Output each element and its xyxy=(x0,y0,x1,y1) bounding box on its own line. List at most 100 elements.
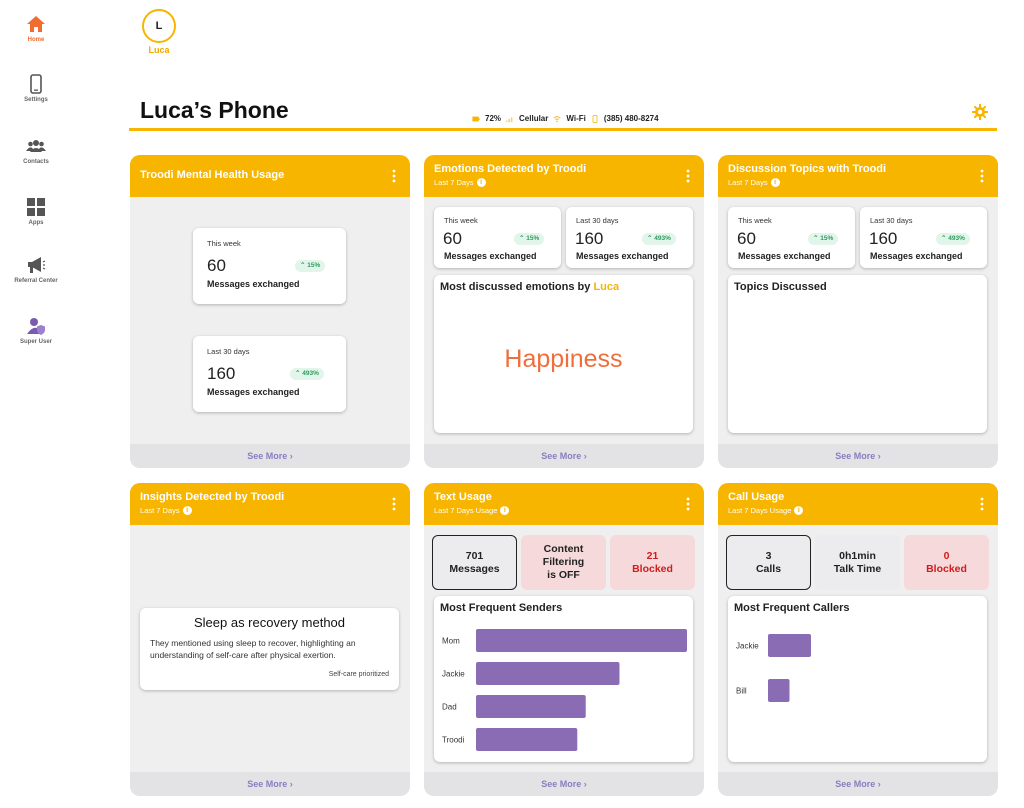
stat-last-30-days: Last 30 days 160 ⌃ 493% Messages exchang… xyxy=(566,207,693,268)
phone-number: (385) 480-8274 xyxy=(603,114,659,123)
insight-card[interactable]: Sleep as recovery method They mentioned … xyxy=(140,608,399,690)
blocked-messages-tile[interactable]: 21 Blocked xyxy=(610,535,695,590)
emotions-card: Emotions Detected by Troodi Last 7 Days i… xyxy=(424,155,704,468)
see-more-link[interactable]: See More › xyxy=(718,772,998,796)
info-icon[interactable]: i xyxy=(500,506,510,515)
cellular-icon xyxy=(506,116,513,122)
avatar[interactable]: L xyxy=(142,9,176,43)
bar-jackie[interactable] xyxy=(768,634,811,657)
battery-icon xyxy=(472,116,480,121)
kebab-menu-icon[interactable] xyxy=(392,169,396,183)
avatar-name: Luca xyxy=(148,45,170,55)
change-value: 493% xyxy=(302,370,319,377)
call-usage-card: Call Usage Last 7 Days Usage i 3 Calls 0h… xyxy=(718,483,998,796)
card-title: Discussion Topics with Troodi xyxy=(728,163,887,175)
sidebar-item-referral-center[interactable]: Referral Center xyxy=(0,255,72,285)
contacts-icon xyxy=(26,140,46,152)
insight-title: Sleep as recovery method xyxy=(193,615,346,630)
phone-number-icon xyxy=(592,114,598,123)
stat-period: Last 30 days xyxy=(576,216,619,225)
kebab-menu-icon[interactable] xyxy=(392,497,396,511)
stat-value: 160 xyxy=(869,229,898,248)
card-title: Text Usage xyxy=(434,491,492,503)
card-subtitle: Last 7 Days Usage i xyxy=(434,506,510,515)
kebab-menu-icon[interactable] xyxy=(980,169,984,183)
kebab-menu-icon[interactable] xyxy=(686,497,690,511)
see-more-label: See More xyxy=(835,779,876,789)
talk-time-value: 0h1min xyxy=(839,549,876,562)
card-title: Emotions Detected by Troodi xyxy=(434,163,587,175)
info-icon[interactable]: i xyxy=(476,178,486,187)
bar-troodi[interactable] xyxy=(476,728,578,751)
talk-time-tile[interactable]: 0h1min Talk Time xyxy=(815,535,900,590)
bar-label-jackie: Jackie xyxy=(442,670,465,679)
see-more-label: See More xyxy=(247,779,288,789)
gear-icon[interactable] xyxy=(972,104,988,120)
bar-dad[interactable] xyxy=(476,695,586,718)
stat-last-30-days: Last 30 days 160 ⌃ 493% Messages exchang… xyxy=(193,336,346,412)
stat-value: 60 xyxy=(207,256,226,275)
content-filtering-tile[interactable]: Content Filtering is OFF xyxy=(521,535,606,590)
discussion-topics-card: Discussion Topics with Troodi Last 7 Day… xyxy=(718,155,998,468)
stat-period: Last 30 days xyxy=(870,216,913,225)
see-more-link[interactable]: See More › xyxy=(130,772,410,796)
bar-label-dad: Dad xyxy=(442,703,457,712)
blocked-calls-tile[interactable]: 0 Blocked xyxy=(904,535,989,590)
sidebar-item-apps[interactable]: Apps xyxy=(0,197,72,227)
stat-label: Messages exchanged xyxy=(207,279,300,289)
bar-bill[interactable] xyxy=(768,679,790,702)
stat-this-week: This week 60 ⌃ 15% Messages exchanged xyxy=(434,207,561,268)
phone-icon xyxy=(30,74,42,94)
card-title: Insights Detected by Troodi xyxy=(140,491,285,503)
bar-label-troodi: Troodi xyxy=(442,736,465,745)
period-label: Last 7 Days xyxy=(728,178,768,187)
sidebar-item-super-user[interactable]: Super User xyxy=(0,316,72,346)
messages-count: 701 xyxy=(465,549,484,562)
calls-label: Calls xyxy=(755,562,782,575)
kebab-menu-icon[interactable] xyxy=(686,169,690,183)
see-more-link[interactable]: See More › xyxy=(424,772,704,796)
top-emotion: Happiness xyxy=(504,345,623,373)
card-header: Emotions Detected by Troodi Last 7 Days i xyxy=(424,155,704,197)
insight-tag: Self-care prioritized xyxy=(328,671,389,678)
bar-jackie[interactable] xyxy=(476,662,620,685)
page-title: Luca’s Phone xyxy=(140,97,289,123)
network-status: Cellular xyxy=(519,114,549,123)
kebab-menu-icon[interactable] xyxy=(980,497,984,511)
insights-card: Insights Detected by Troodi Last 7 Days i… xyxy=(130,483,410,796)
card-title: Troodi Mental Health Usage xyxy=(140,169,285,181)
see-more-link[interactable]: See More › xyxy=(424,444,704,468)
text-usage-card: Text Usage Last 7 Days Usage i 701 Messag… xyxy=(424,483,704,796)
see-more-link[interactable]: See More › xyxy=(718,444,998,468)
change-value: 15% xyxy=(820,235,834,242)
info-icon[interactable]: i xyxy=(794,506,804,515)
bar-mom[interactable] xyxy=(476,629,687,652)
stat-period: This week xyxy=(444,216,478,225)
sidebar-item-contacts[interactable]: Contacts xyxy=(0,136,72,166)
sidebar-item-label: Super User xyxy=(19,339,52,345)
sidebar: Home Settings Contacts Apps Referral Cen… xyxy=(0,0,72,808)
stat-this-week: This week 60 ⌃ 15% Messages exchanged xyxy=(193,228,346,304)
stat-value: 160 xyxy=(207,364,236,383)
title-divider xyxy=(129,128,997,131)
emotions-panel: Most discussed emotions by Luca Happines… xyxy=(434,275,693,433)
calls-tile[interactable]: 3 Calls xyxy=(726,535,811,590)
sidebar-item-label: Referral Center xyxy=(14,278,58,284)
messages-tile[interactable]: 701 Messages xyxy=(432,535,517,590)
device-status-bar: 72% Cellular Wi-Fi (385) 480-8274 xyxy=(472,114,659,123)
info-icon[interactable]: i xyxy=(770,178,780,187)
avatar-initial: L xyxy=(155,20,163,32)
filter-line-3: is OFF xyxy=(547,569,580,581)
info-icon[interactable]: i xyxy=(182,506,192,515)
sidebar-item-settings[interactable]: Settings xyxy=(0,74,72,104)
card-subtitle: Last 7 Days i xyxy=(728,178,780,187)
sidebar-item-home[interactable]: Home xyxy=(0,14,72,44)
sidebar-item-label: Home xyxy=(27,37,45,43)
see-more-label: See More xyxy=(247,451,288,461)
see-more-link[interactable]: See More › xyxy=(130,444,410,468)
see-more-label: See More xyxy=(835,451,876,461)
period-label: Last 7 Days Usage xyxy=(728,506,792,515)
megaphone-icon xyxy=(28,257,46,273)
stat-value: 60 xyxy=(443,229,462,248)
wifi-icon xyxy=(553,115,561,122)
